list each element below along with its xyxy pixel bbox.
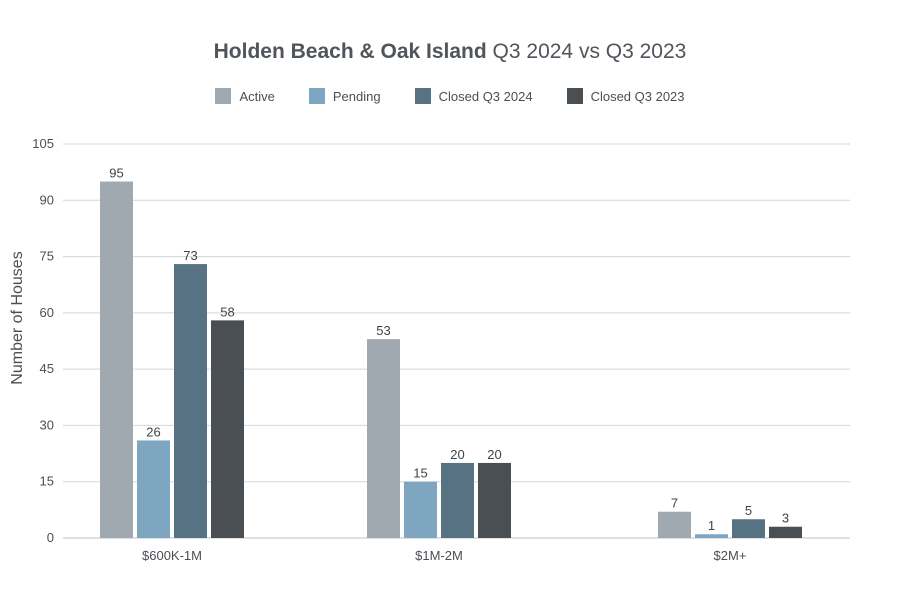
bar [404, 481, 437, 538]
x-tick-label: $2M+ [714, 548, 747, 563]
bar [769, 526, 802, 538]
legend-item-active: Active [215, 88, 275, 104]
x-tick-labels: $600K-1M $1M-2M $2M+ [142, 548, 746, 563]
bar [658, 511, 691, 538]
data-label: 7 [671, 496, 678, 511]
y-tick-label: 45 [40, 361, 54, 376]
data-label: 26 [146, 424, 160, 439]
legend-label-active: Active [239, 88, 275, 104]
legend-item-closed-2023: Closed Q3 2023 [566, 88, 685, 104]
bar [211, 320, 244, 538]
legend-item-closed-2024: Closed Q3 2024 [414, 88, 533, 104]
legend-item-pending: Pending [308, 88, 381, 104]
legend-label-closed-2023: Closed Q3 2023 [590, 88, 685, 104]
data-label: 95 [109, 166, 123, 181]
bar [441, 462, 474, 538]
bar [174, 264, 207, 538]
chart-title-light: Q3 2024 vs Q3 2023 [492, 40, 687, 63]
bar [137, 440, 170, 538]
legend-label-closed-2024: Closed Q3 2024 [438, 88, 533, 104]
data-label: 20 [487, 447, 501, 462]
bar [695, 534, 728, 538]
bars [100, 181, 802, 538]
legend-label-pending: Pending [332, 88, 381, 104]
data-label: 73 [183, 248, 197, 263]
chart-title: Holden Beach & Oak Island Q3 2024 vs Q3 … [0, 40, 900, 64]
y-tick-label: 105 [32, 136, 54, 151]
y-tick-label: 0 [47, 530, 54, 545]
legend: Active Pending Closed Q3 2024 Closed Q3 … [0, 88, 900, 104]
y-tick-label: 90 [40, 192, 54, 207]
x-tick-label: $600K-1M [142, 548, 202, 563]
bar [367, 339, 400, 538]
bar [732, 519, 765, 538]
y-tick-labels: 0 15 30 45 60 75 90 105 [32, 136, 54, 545]
data-label: 20 [450, 447, 464, 462]
bar [100, 181, 133, 538]
data-label: 53 [376, 323, 390, 338]
y-tick-label: 15 [40, 474, 54, 489]
y-tick-label: 30 [40, 417, 54, 432]
legend-swatch-active [215, 88, 232, 104]
chart-title-bold: Holden Beach & Oak Island [213, 40, 487, 63]
x-tick-label: $1M-2M [415, 548, 463, 563]
legend-swatch-closed-2024 [414, 88, 431, 104]
data-label: 58 [220, 304, 234, 319]
bar [478, 462, 511, 538]
data-label: 3 [782, 511, 789, 526]
data-label: 1 [708, 518, 715, 533]
data-label: 15 [413, 466, 427, 481]
data-label: 5 [745, 503, 752, 518]
y-tick-label: 75 [40, 249, 54, 264]
legend-swatch-pending [308, 88, 325, 104]
y-tick-label: 60 [40, 305, 54, 320]
legend-swatch-closed-2023 [566, 88, 583, 104]
